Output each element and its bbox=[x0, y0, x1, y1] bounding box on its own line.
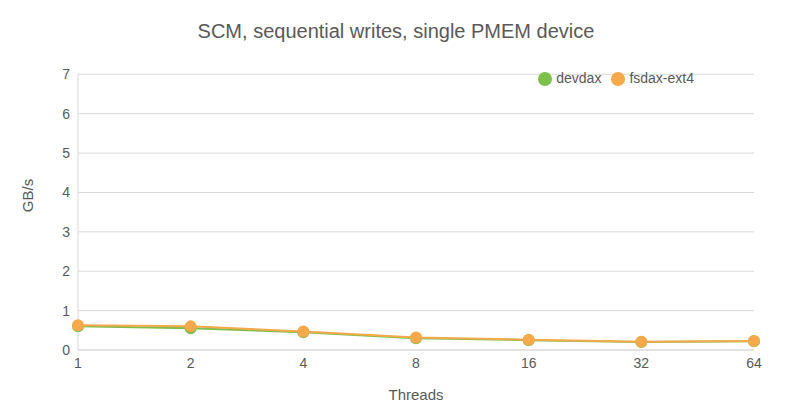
svg-text:GB/s: GB/s bbox=[19, 179, 36, 212]
svg-text:5: 5 bbox=[62, 145, 70, 161]
svg-text:32: 32 bbox=[634, 355, 650, 371]
svg-text:1: 1 bbox=[74, 355, 82, 371]
svg-text:6: 6 bbox=[62, 106, 70, 122]
html-text:SCM, sequential writes, single: SCM, sequential writes, single PMEM devi… bbox=[197, 20, 595, 42]
html-text:fsdax-ext4: fsdax-ext4 bbox=[629, 70, 694, 86]
svg-text:7: 7 bbox=[62, 66, 70, 82]
svg-text:4: 4 bbox=[62, 184, 70, 200]
svg-text:2: 2 bbox=[187, 355, 195, 371]
svg-text:3: 3 bbox=[62, 224, 70, 240]
svg-text:16: 16 bbox=[521, 355, 537, 371]
svg-text:8: 8 bbox=[412, 355, 420, 371]
svg-text:2: 2 bbox=[62, 263, 70, 279]
html-text:devdax: devdax bbox=[556, 70, 602, 86]
svg-text:Threads: Threads bbox=[388, 386, 443, 403]
svg-text:4: 4 bbox=[299, 355, 307, 371]
svg-text:1: 1 bbox=[62, 303, 70, 319]
svg-text:0: 0 bbox=[62, 342, 70, 358]
svg-text:64: 64 bbox=[746, 355, 762, 371]
